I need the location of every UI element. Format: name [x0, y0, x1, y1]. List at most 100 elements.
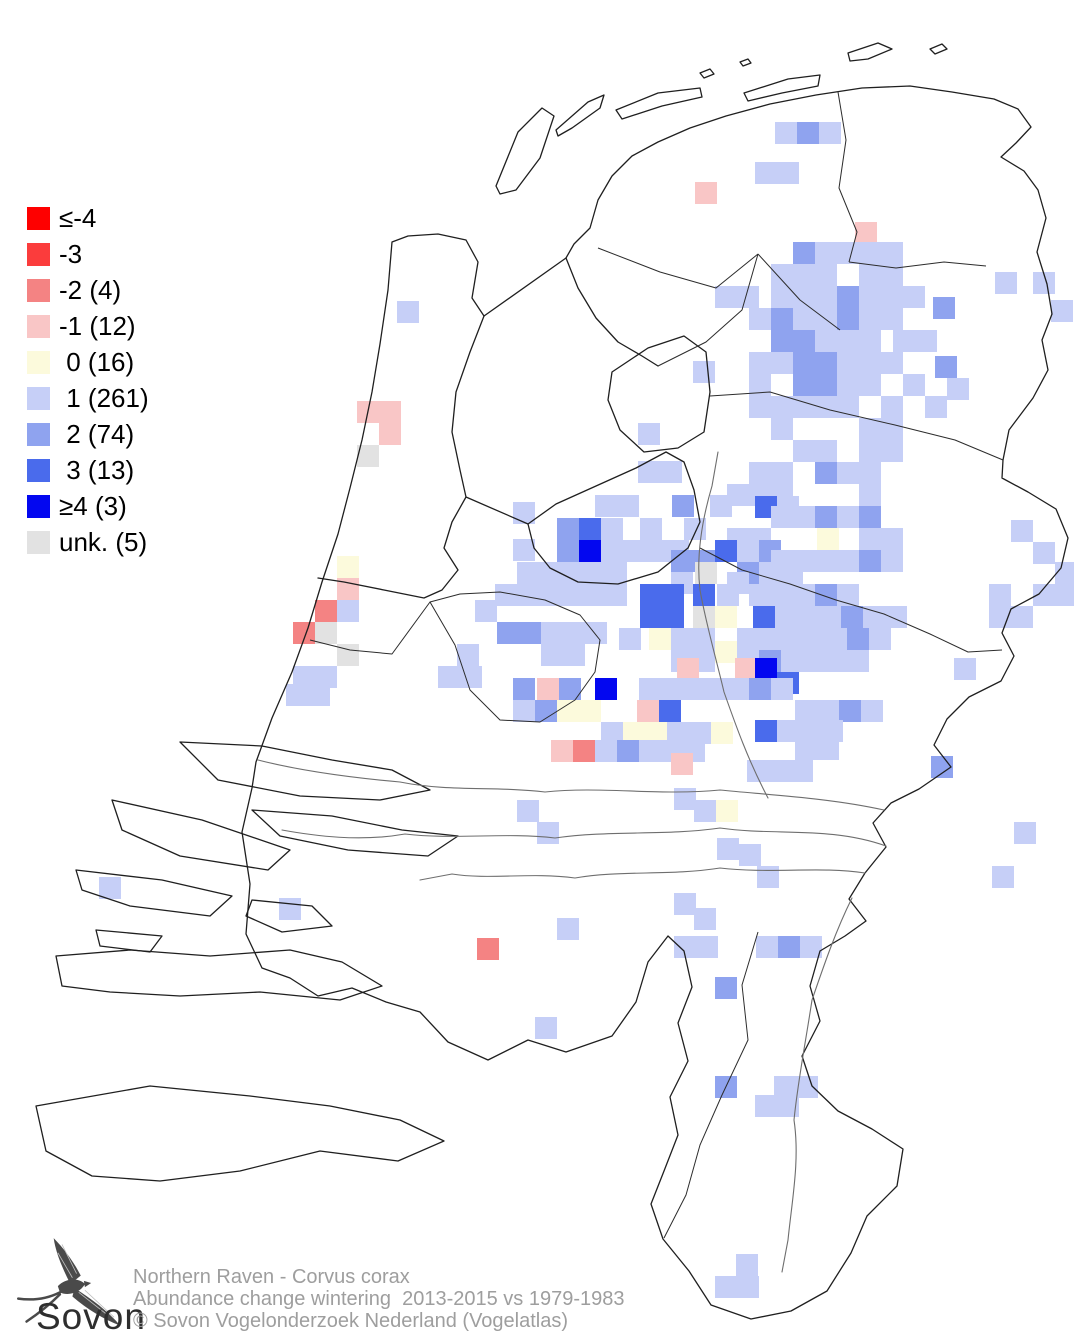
- atlas-cell-p1: [781, 650, 803, 672]
- atlas-cell-p1: [727, 678, 749, 700]
- atlas-cell-p3: [693, 584, 715, 606]
- atlas-cell-p1: [583, 584, 605, 606]
- atlas-cell-p1: [601, 518, 623, 540]
- atlas-cell-z0: [649, 628, 671, 650]
- atlas-cell-p1: [771, 352, 793, 374]
- legend-label-un: unk. (5): [59, 527, 148, 557]
- atlas-cell-p1: [749, 584, 771, 606]
- atlas-cell-p1: [795, 700, 817, 722]
- atlas-cell-p1: [771, 396, 793, 418]
- atlas-cell-p2: [672, 495, 694, 517]
- atlas-cell-m2: [573, 740, 595, 762]
- atlas-cell-p1: [617, 495, 639, 517]
- atlas-cell-p1: [605, 562, 627, 584]
- atlas-cell-p1: [438, 666, 460, 688]
- atlas-cell-p2: [793, 242, 815, 264]
- atlas-cell-p1: [749, 308, 771, 330]
- atlas-cell-z0: [337, 556, 359, 578]
- atlas-cell-p3: [659, 700, 681, 722]
- atlas-cell-m1: [337, 578, 359, 600]
- legend-swatch-p2: [27, 422, 50, 446]
- atlas-cell-p1: [279, 898, 301, 920]
- atlas-cell-p1: [717, 838, 739, 860]
- atlas-cell-p2: [557, 540, 579, 562]
- atlas-cell-p2: [778, 936, 800, 958]
- atlas-cell-p1: [513, 700, 535, 722]
- atlas-cell-p2: [815, 584, 837, 606]
- atlas-cell-p1: [674, 788, 696, 810]
- atlas-cell-p1: [771, 418, 793, 440]
- atlas-cell-p2: [847, 628, 869, 650]
- atlas-cell-p1: [771, 264, 793, 286]
- atlas-cell-z0: [715, 641, 737, 663]
- atlas-cell-p1: [915, 330, 937, 352]
- atlas-cell-p2: [793, 352, 815, 374]
- atlas-cell-p2: [749, 678, 771, 700]
- atlas-cell-p1: [793, 264, 815, 286]
- atlas-cell-p1: [954, 658, 976, 680]
- map-captions: Northern Raven - Corvus corax Abundance …: [133, 1266, 624, 1332]
- atlas-cell-p3: [579, 518, 601, 540]
- legend-label-p1: 1 (261): [59, 383, 149, 413]
- atlas-cell-p1: [517, 800, 539, 822]
- legend-item-p3: 3 (13): [27, 452, 149, 488]
- atlas-cell-m1: [537, 678, 559, 700]
- atlas-cell-p2: [815, 462, 837, 484]
- atlas-cell-p1: [837, 352, 859, 374]
- atlas-cell-un: [315, 622, 337, 644]
- atlas-cell-m1: [735, 658, 757, 680]
- atlas-cell-p1: [995, 272, 1017, 294]
- atlas-cell-p1: [457, 644, 479, 666]
- atlas-cell-p1: [793, 584, 815, 606]
- atlas-cell-p1: [859, 242, 881, 264]
- atlas-cell-m1: [855, 222, 877, 244]
- atlas-cell-p2: [859, 550, 881, 572]
- atlas-cell-p1: [881, 440, 903, 462]
- atlas-cell-p3: [640, 584, 662, 606]
- atlas-cell-p1: [759, 562, 781, 584]
- atlas-cell-m1: [357, 401, 379, 423]
- atlas-cell-p1: [815, 396, 837, 418]
- atlas-cell-p1: [715, 286, 737, 308]
- atlas-cell-p1: [903, 286, 925, 308]
- atlas-cell-p1: [815, 264, 837, 286]
- atlas-cell-z0: [557, 700, 579, 722]
- atlas-cell-p1: [881, 418, 903, 440]
- legend-label-p3: 3 (13): [59, 455, 135, 485]
- atlas-cell-p1: [739, 844, 761, 866]
- atlas-cell-p1: [881, 308, 903, 330]
- atlas-cell-p1: [619, 628, 641, 650]
- atlas-cell-p4: [595, 678, 617, 700]
- atlas-cell-p1: [869, 628, 891, 650]
- atlas-cell-p1: [308, 684, 330, 706]
- atlas-cell-p2: [839, 700, 861, 722]
- atlas-cell-p1: [475, 600, 497, 622]
- atlas-cell-p1: [661, 678, 683, 700]
- atlas-cell-p2: [497, 622, 519, 644]
- atlas-cell-p1: [793, 286, 815, 308]
- atlas-cell-p2: [519, 622, 541, 644]
- legend-item-m2: -2 (4): [27, 272, 149, 308]
- atlas-cell-p1: [1051, 300, 1073, 322]
- atlas-cell-p1: [815, 440, 837, 462]
- atlas-cell-p1: [837, 550, 859, 572]
- atlas-cell-p1: [749, 462, 771, 484]
- atlas-cell-m1: [379, 401, 401, 423]
- atlas-cell-z0: [716, 800, 738, 822]
- atlas-cell-p1: [815, 308, 837, 330]
- atlas-cell-p1: [793, 506, 815, 528]
- atlas-cell-m1: [695, 182, 717, 204]
- atlas-cell-p1: [771, 286, 793, 308]
- footer: Sovon Northern Raven - Corvus corax Abun…: [0, 1228, 1074, 1340]
- legend-item-un: unk. (5): [27, 524, 149, 560]
- atlas-cell-p1: [859, 418, 881, 440]
- legend-swatch-m2: [27, 278, 50, 302]
- atlas-cell-p2: [513, 678, 535, 700]
- legend-item-p2: 2 (74): [27, 416, 149, 452]
- legend-label-p2: 2 (74): [59, 419, 135, 449]
- atlas-cell-p1: [989, 606, 1011, 628]
- atlas-cell-p1: [640, 518, 662, 540]
- atlas-cell-p2: [933, 297, 955, 319]
